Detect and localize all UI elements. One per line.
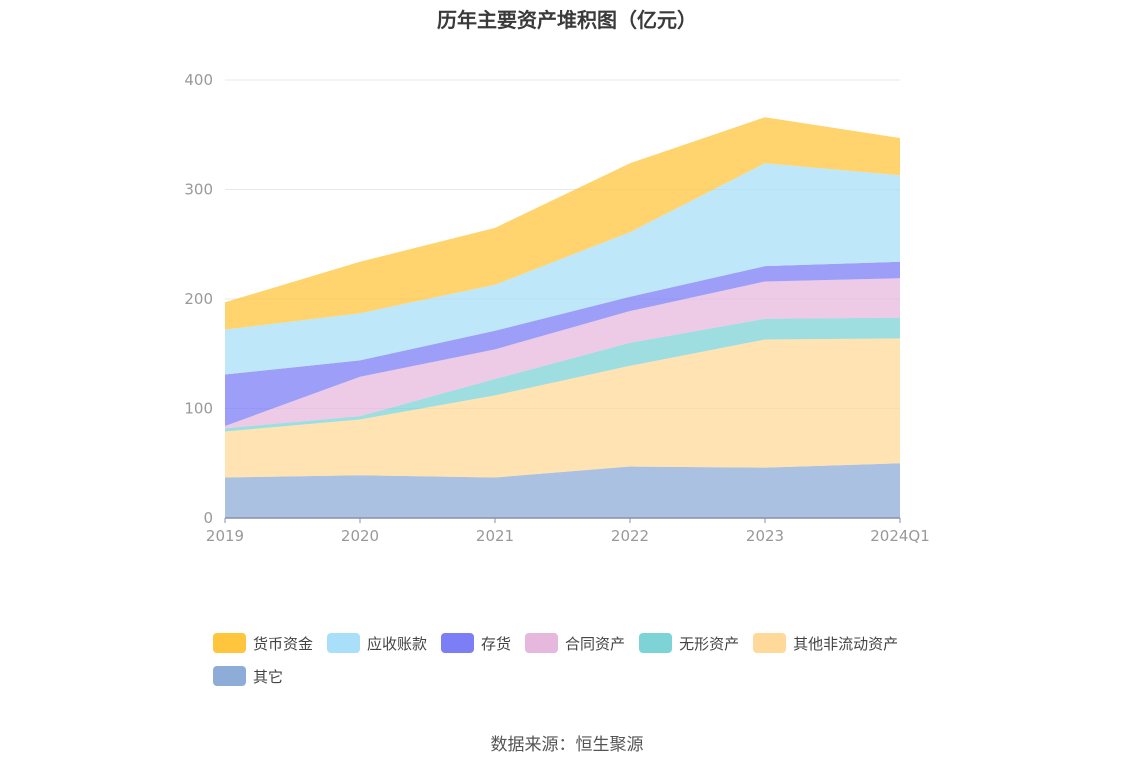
x-tick-label: 2019 [206,527,244,545]
y-tick-label: 200 [184,290,213,308]
legend-item[interactable]: 存货 [441,630,511,656]
area-series-存货 [225,261,900,427]
area-series-合同资产 [225,278,900,429]
legend-swatch [525,633,559,653]
legend-item[interactable]: 应收账款 [327,630,427,656]
legend-item[interactable]: 货币资金 [213,630,313,656]
x-tick-label: 2021 [476,527,514,545]
y-tick-label: 300 [184,181,213,199]
legend-item[interactable]: 无形资产 [639,630,739,656]
legend-label: 存货 [481,634,512,653]
legend-swatch [639,633,673,653]
legend-swatch [441,633,475,653]
source-note: 数据来源：恒生聚源 [490,735,644,755]
legend-label: 其他非流动资产 [793,634,899,653]
legend-label: 货币资金 [253,634,314,653]
chart-title: 历年主要资产堆积图（亿元） [437,8,697,32]
area-series-其它 [225,463,900,518]
legend-label: 合同资产 [565,634,626,653]
area-series-货币资金 [225,117,900,330]
legend-item[interactable]: 合同资产 [525,630,625,656]
legend-swatch [213,633,246,653]
legend-label: 其它 [253,667,284,686]
x-tick-label: 2020 [341,527,379,545]
legend-label: 应收账款 [367,634,428,653]
area-series-无形资产 [225,317,900,432]
legend-swatch [753,633,787,653]
legend-swatch [213,666,246,686]
y-tick-label: 400 [184,71,213,89]
x-tick-label: 2022 [611,527,649,545]
legend-item[interactable]: 其他非流动资产 [753,630,898,656]
legend-label: 无形资产 [679,634,740,653]
area-series-应收账款 [225,163,900,375]
legend-item[interactable]: 其它 [213,663,283,689]
x-tick-label: 2023 [746,527,784,545]
legend: 货币资金 应收账款 存货 合同资产 无形资产 其他非流动资产其它 [213,630,973,696]
legend-swatch [327,633,361,653]
y-tick-label: 0 [203,509,213,527]
area-series-其他非流动资产 [225,338,900,478]
x-tick-label: 2024Q1 [870,527,930,545]
y-tick-label: 100 [184,400,213,418]
